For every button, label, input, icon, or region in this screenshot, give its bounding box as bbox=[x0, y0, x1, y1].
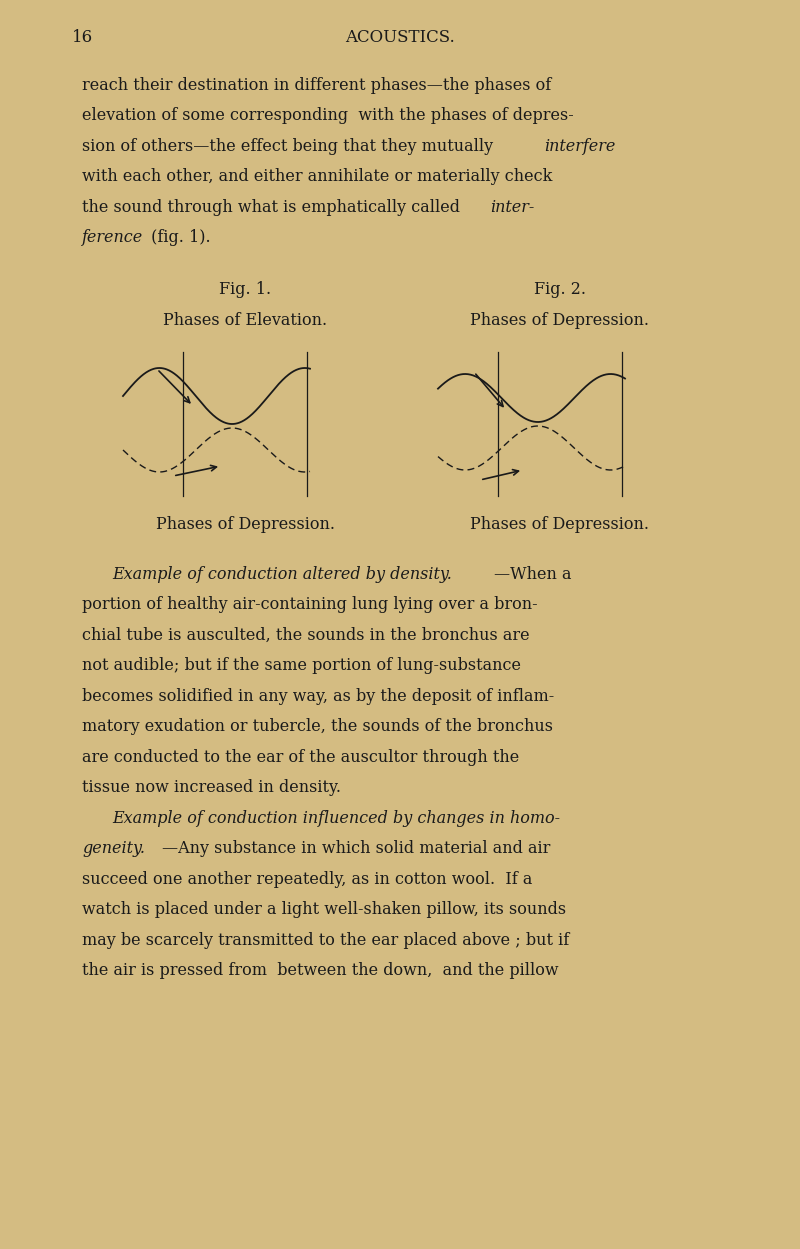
Text: Fig. 1.: Fig. 1. bbox=[219, 281, 271, 299]
Text: becomes solidified in any way, as by the deposit of inflam-: becomes solidified in any way, as by the… bbox=[82, 688, 554, 704]
Text: interfere: interfere bbox=[544, 137, 615, 155]
Text: Phases of Depression.: Phases of Depression. bbox=[470, 516, 650, 533]
Text: inter-: inter- bbox=[490, 199, 534, 216]
Text: sion of others—the effect being that they mutually: sion of others—the effect being that the… bbox=[82, 137, 498, 155]
Text: reach their destination in different phases—the phases of: reach their destination in different pha… bbox=[82, 77, 551, 94]
Text: —Any substance in which solid material and air: —Any substance in which solid material a… bbox=[162, 841, 550, 858]
Text: ACOUSTICS.: ACOUSTICS. bbox=[345, 29, 455, 46]
Text: Phases of Elevation.: Phases of Elevation. bbox=[163, 312, 327, 328]
Text: Example of conduction influenced by changes in homo-: Example of conduction influenced by chan… bbox=[112, 811, 560, 827]
Text: (fig. 1).: (fig. 1). bbox=[146, 230, 210, 246]
Text: may be scarcely transmitted to the ear placed above ; but if: may be scarcely transmitted to the ear p… bbox=[82, 932, 570, 949]
Text: with each other, and either annihilate or materially check: with each other, and either annihilate o… bbox=[82, 169, 552, 186]
Text: —When a: —When a bbox=[494, 566, 571, 583]
Text: geneity.: geneity. bbox=[82, 841, 145, 858]
Text: succeed one another repeatedly, as in cotton wool.  If a: succeed one another repeatedly, as in co… bbox=[82, 871, 532, 888]
Text: ference: ference bbox=[82, 230, 143, 246]
Text: elevation of some corresponding  with the phases of depres-: elevation of some corresponding with the… bbox=[82, 107, 574, 125]
Text: Phases of Depression.: Phases of Depression. bbox=[470, 312, 650, 328]
Text: chial tube is ausculted, the sounds in the bronchus are: chial tube is ausculted, the sounds in t… bbox=[82, 627, 530, 644]
Text: tissue now increased in density.: tissue now increased in density. bbox=[82, 779, 341, 797]
Text: matory exudation or tubercle, the sounds of the bronchus: matory exudation or tubercle, the sounds… bbox=[82, 718, 553, 736]
Text: watch is placed under a light well-shaken pillow, its sounds: watch is placed under a light well-shake… bbox=[82, 902, 566, 918]
Text: 16: 16 bbox=[72, 29, 93, 46]
Text: the air is pressed from  between the down,  and the pillow: the air is pressed from between the down… bbox=[82, 963, 558, 979]
Text: not audible; but if the same portion of lung-substance: not audible; but if the same portion of … bbox=[82, 657, 521, 674]
Text: Fig. 2.: Fig. 2. bbox=[534, 281, 586, 299]
Text: the sound through what is emphatically called: the sound through what is emphatically c… bbox=[82, 199, 465, 216]
Text: portion of healthy air-containing lung lying over a bron-: portion of healthy air-containing lung l… bbox=[82, 597, 538, 613]
Text: Phases of Depression.: Phases of Depression. bbox=[155, 516, 334, 533]
Text: Example of conduction altered by density.: Example of conduction altered by density… bbox=[112, 566, 452, 583]
Text: are conducted to the ear of the auscultor through the: are conducted to the ear of the ausculto… bbox=[82, 749, 519, 766]
